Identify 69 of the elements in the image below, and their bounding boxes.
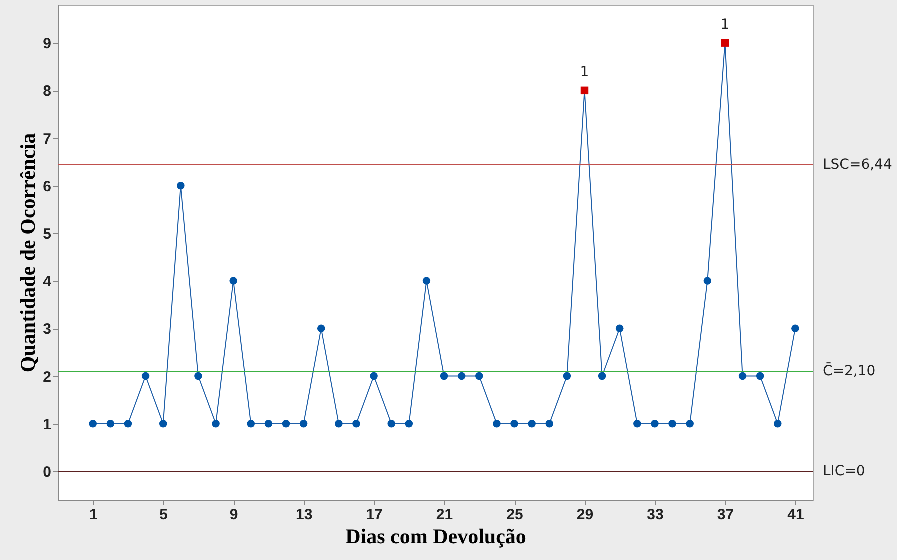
point — [634, 420, 642, 428]
y-tick-label: 8 — [43, 83, 52, 100]
point — [792, 324, 800, 333]
point — [440, 372, 448, 380]
point — [476, 372, 484, 380]
point — [704, 277, 712, 285]
y-tick-label: 5 — [43, 226, 52, 243]
x-tick-label: 25 — [506, 506, 524, 524]
point — [580, 86, 589, 95]
point — [264, 420, 273, 428]
y-tick-label: 9 — [43, 36, 52, 53]
y-tick-label: 7 — [43, 130, 52, 148]
ref-line-label: LSC=6,44 — [823, 156, 892, 173]
y-tick-label: 1 — [43, 416, 52, 434]
point — [422, 277, 431, 285]
point — [528, 420, 536, 428]
point — [738, 372, 747, 380]
point — [510, 420, 518, 428]
point — [352, 420, 360, 428]
point — [774, 420, 782, 428]
point — [616, 324, 624, 333]
point — [546, 420, 554, 428]
point — [194, 372, 202, 380]
x-tick-label: 21 — [436, 506, 454, 524]
x-tick-label: 29 — [576, 506, 594, 524]
x-tick-label: 41 — [788, 506, 804, 524]
x-tick-label: 5 — [160, 506, 168, 524]
x-tick-label: 13 — [296, 506, 313, 524]
point — [458, 372, 466, 380]
y-tick-label: 2 — [43, 368, 52, 386]
x-tick-label: 17 — [366, 506, 383, 524]
x-tick-label: 1 — [89, 506, 98, 524]
point — [370, 372, 378, 380]
point — [686, 420, 694, 428]
point — [124, 420, 132, 428]
point — [405, 420, 414, 428]
point — [300, 420, 308, 428]
point — [756, 372, 764, 380]
point — [668, 420, 676, 428]
point — [388, 420, 396, 428]
y-tick-label: 4 — [43, 274, 52, 291]
point — [177, 182, 185, 190]
x-tick-label: 9 — [230, 506, 238, 524]
ref-line-label: LIC=0 — [823, 463, 866, 480]
point — [142, 372, 150, 380]
point — [106, 420, 115, 428]
point — [212, 420, 220, 428]
y-axis-title: Quantidade de Ocorrência — [16, 132, 40, 373]
point — [89, 420, 97, 428]
point — [247, 420, 256, 428]
point — [335, 420, 343, 428]
point — [318, 324, 326, 333]
point — [493, 420, 501, 428]
point — [230, 277, 238, 285]
point — [159, 420, 168, 428]
x-tick-label: 33 — [647, 506, 664, 524]
point — [651, 420, 659, 428]
y-tick-label: 3 — [43, 321, 52, 338]
annotation: 1 — [720, 17, 730, 34]
x-axis-title: Dias com Devolução — [346, 524, 526, 548]
point — [598, 372, 606, 380]
ref-line-label: C̄=2,10 — [823, 362, 876, 380]
x-tick-label: 37 — [717, 506, 734, 524]
point — [721, 39, 730, 47]
y-tick-label: 6 — [43, 178, 52, 196]
y-tick-label: 0 — [43, 464, 52, 481]
point — [563, 372, 572, 380]
point — [282, 420, 290, 428]
annotation: 1 — [580, 64, 590, 81]
